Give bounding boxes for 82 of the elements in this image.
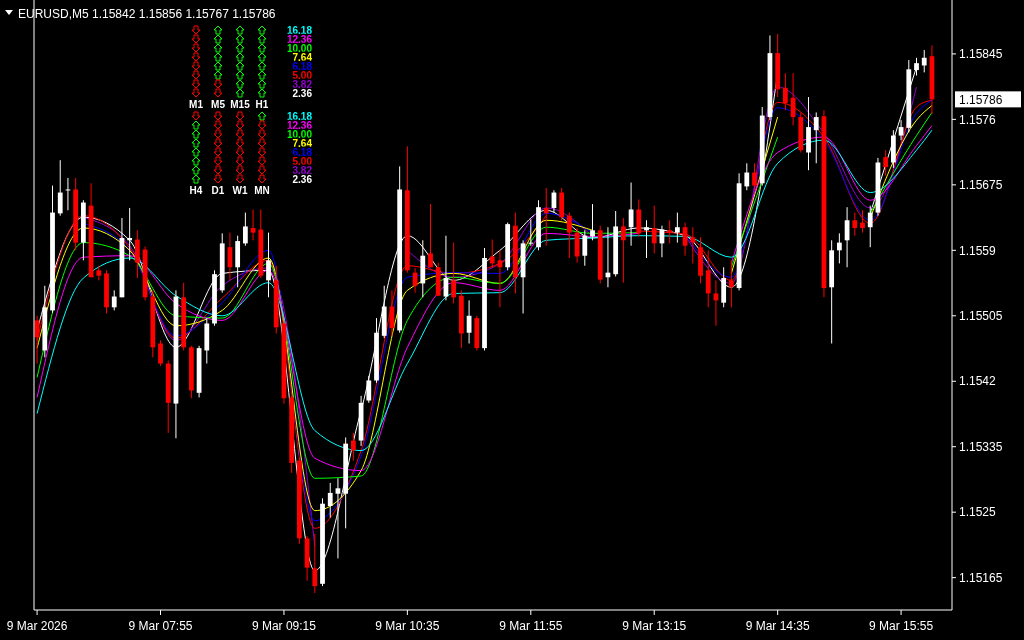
candlestick <box>867 205 873 248</box>
candlestick <box>312 533 318 594</box>
candlestick <box>813 111 819 164</box>
annotation: 7.64 <box>292 52 313 63</box>
candlestick <box>350 432 356 462</box>
candlestick <box>451 242 457 304</box>
annotation: M1 <box>189 99 204 110</box>
y-tick-label: 1.15845 <box>959 47 1003 62</box>
candlestick <box>752 162 757 191</box>
candlestick <box>674 212 680 244</box>
y-tick-label: 1.1559 <box>959 243 997 258</box>
annotation: 10.00 <box>286 129 313 140</box>
y-tick-label: 1.1525 <box>959 505 997 520</box>
annotation: 6.18 <box>292 61 313 72</box>
annotation: 12.36 <box>286 34 313 45</box>
candlestick <box>335 477 341 559</box>
x-tick-label: 9 Mar 11:55 <box>499 619 563 633</box>
x-tick-label: 9 Mar 15:55 <box>869 619 934 633</box>
x-tick-label: 9 Mar 10:35 <box>375 619 440 633</box>
x-tick-label: 9 Mar 14:35 <box>745 619 810 633</box>
candlestick <box>744 162 750 191</box>
candlestick <box>651 205 657 254</box>
candlestick <box>860 209 865 234</box>
candlestick <box>644 219 649 259</box>
candlestick <box>667 219 673 244</box>
annotation: H1 <box>255 99 269 110</box>
candlestick <box>836 232 842 264</box>
candlestick <box>620 217 626 284</box>
candlestick <box>636 198 642 237</box>
y-tick-label: 1.1542 <box>959 374 997 389</box>
annotation: 2.36 <box>292 88 313 99</box>
annotation: H4 <box>189 185 203 196</box>
candlestick <box>543 187 549 247</box>
annotation: 12.36 <box>286 120 313 131</box>
candlestick <box>111 289 117 311</box>
annotation: 6.18 <box>292 147 313 158</box>
annotation: M15 <box>230 99 251 110</box>
candlestick <box>250 208 256 241</box>
y-tick-label: 1.1576 <box>959 112 997 127</box>
annotation: M5 <box>211 99 226 110</box>
annotation: MN <box>254 185 270 196</box>
y-tick-label: 1.15675 <box>959 178 1003 193</box>
annotation: 16.18 <box>286 25 313 36</box>
x-tick-label: 9 Mar 2026 <box>6 619 68 633</box>
annotation: 10.00 <box>286 43 313 54</box>
annotation: D1 <box>211 185 225 196</box>
candlestick <box>852 212 858 237</box>
candlestick <box>883 149 889 177</box>
candlestick <box>566 212 572 259</box>
annotation: 3.82 <box>292 79 313 90</box>
candlestick <box>921 49 927 73</box>
candlestick <box>489 239 495 269</box>
candlestick <box>266 232 271 298</box>
annotation: 3.82 <box>292 165 313 176</box>
text: EURUSD,M5 1.15842 1.15856 1.15767 1.15786 <box>18 7 276 21</box>
candlestick <box>705 249 711 308</box>
candlestick <box>690 226 696 264</box>
candlestick <box>582 229 588 267</box>
candlestick <box>528 219 534 247</box>
candlestick <box>590 203 595 241</box>
annotation: 16.18 <box>286 111 313 122</box>
annotation: W1 <box>232 185 248 196</box>
candlestick <box>366 375 372 404</box>
y-tick-label: 1.15505 <box>959 308 1003 323</box>
candlestick <box>127 207 133 261</box>
candlestick <box>242 212 248 247</box>
y-tick-label: 1.15335 <box>959 439 1003 454</box>
candlestick <box>134 229 140 279</box>
candlestick <box>728 259 734 308</box>
annotation: 5.00 <box>292 156 313 167</box>
annotation: 7.64 <box>292 138 313 149</box>
annotation: 5.00 <box>292 70 313 81</box>
candlestick <box>158 339 163 367</box>
annotation: 2.36 <box>292 174 313 185</box>
text: 1.15786 <box>959 92 1003 107</box>
candlestick <box>327 482 333 519</box>
x-tick-label: 9 Mar 09:15 <box>251 619 317 633</box>
y-tick-label: 1.15165 <box>959 570 1003 585</box>
candlestick <box>428 203 433 268</box>
x-tick-label: 9 Mar 13:15 <box>622 619 687 633</box>
candlestick <box>57 159 63 217</box>
x-tick-label: 9 Mar 07:55 <box>128 619 193 633</box>
